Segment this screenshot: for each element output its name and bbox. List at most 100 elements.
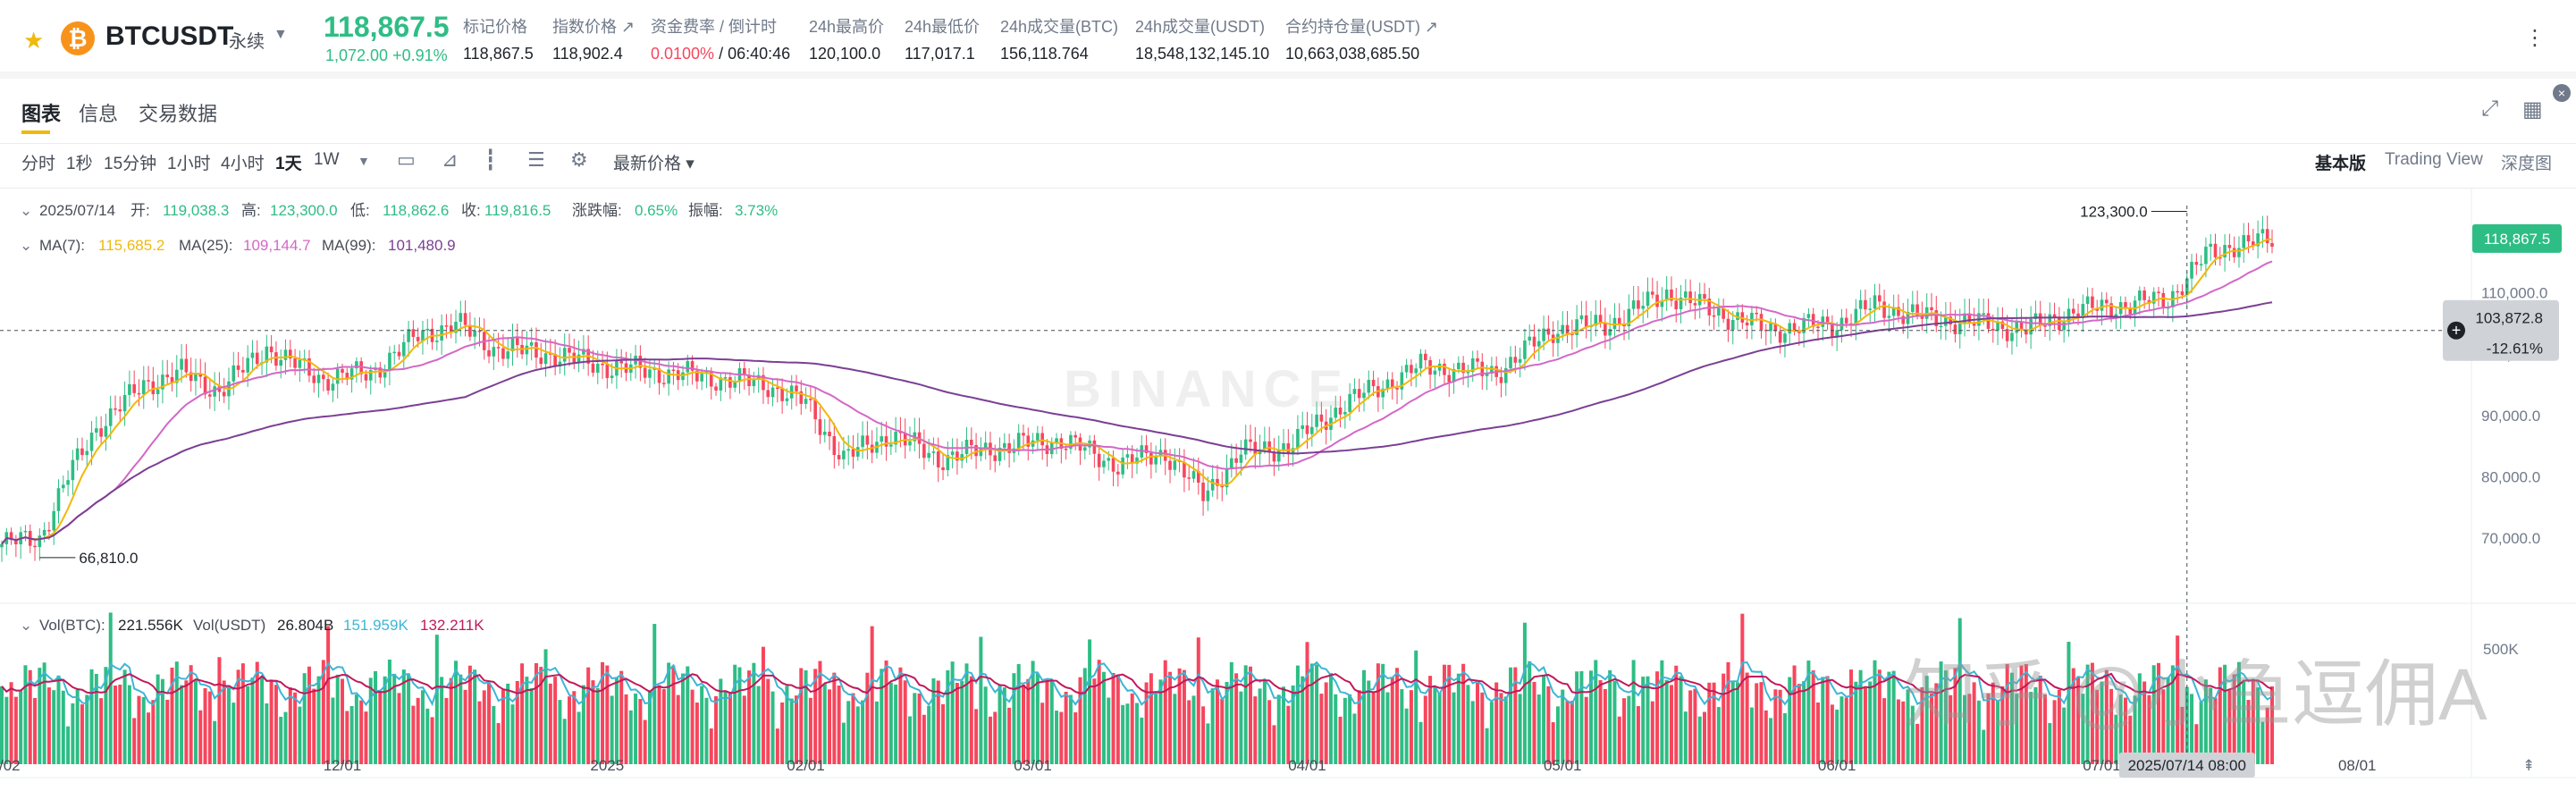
- candle-body: [1755, 312, 1759, 315]
- candle-body: [269, 346, 274, 353]
- more-options-icon[interactable]: ⋮: [2524, 26, 2547, 50]
- volume-bar: [160, 678, 164, 764]
- stat-label: 24h成交量(USDT): [1135, 18, 1266, 36]
- candle-body: [2071, 308, 2075, 314]
- volume-bar: [1494, 682, 1499, 764]
- volume-bar: [2019, 665, 2024, 764]
- candle-body: [288, 349, 292, 359]
- interval-1s[interactable]: 1秒: [66, 155, 93, 173]
- candle-body: [189, 372, 193, 382]
- volume-bar: [444, 697, 449, 764]
- volume-bar: [1390, 677, 1394, 764]
- close-icon[interactable]: ×: [2553, 84, 2571, 102]
- volume-bar: [1357, 690, 1361, 764]
- candle-body: [1986, 313, 1991, 329]
- volume-collapse-icon[interactable]: ⌄: [20, 617, 32, 634]
- volume-bar: [1485, 728, 1489, 764]
- interval-1h[interactable]: 1小时: [167, 155, 211, 173]
- volume-bar: [1858, 669, 1863, 764]
- candle-body: [1759, 314, 1764, 330]
- candle-body: [265, 346, 269, 363]
- indicators-icon[interactable]: ┇: [484, 148, 497, 171]
- symbol-name[interactable]: BTCUSDT: [105, 21, 234, 51]
- volume-bar: [1249, 666, 1252, 764]
- volume-bar: [1239, 691, 1243, 764]
- volume-bar: [1528, 661, 1532, 764]
- volume-bar: [756, 686, 761, 764]
- volume-bar: [1584, 696, 1588, 764]
- view-basic[interactable]: 基本版: [2315, 155, 2367, 173]
- candle-body: [1769, 323, 1772, 332]
- view-depth[interactable]: 深度图: [2501, 155, 2553, 173]
- volume-bar: [1542, 676, 1546, 764]
- volume-bar: [2057, 689, 2061, 764]
- interval-dropdown-icon[interactable]: ▼: [358, 154, 370, 168]
- candle-body: [894, 432, 897, 445]
- volume-bar: [1088, 639, 1092, 764]
- volume-bar: [2246, 700, 2251, 764]
- candle-body: [535, 341, 538, 358]
- candle-body: [184, 358, 189, 373]
- candle-body: [506, 351, 510, 359]
- price-type-dropdown[interactable]: 最新价格 ▾: [613, 155, 695, 173]
- candle-body: [742, 368, 746, 375]
- volume-bar: [2194, 724, 2199, 764]
- tab-info[interactable]: 信息: [79, 103, 119, 125]
- candle-body: [842, 450, 846, 459]
- candle-body: [2085, 296, 2090, 304]
- layout-grid-icon[interactable]: ▦: [2522, 97, 2543, 122]
- candlestick-chart[interactable]: 110,000.0100,000.090,000.080,000.070,000…: [0, 188, 2576, 791]
- interval-1w[interactable]: 1W: [314, 150, 340, 169]
- interval-15m[interactable]: 15分钟: [104, 155, 157, 173]
- candle-body: [1513, 357, 1518, 363]
- favorite-star-icon[interactable]: ★: [23, 27, 45, 54]
- candle-body: [832, 436, 837, 456]
- drawing-tool-icon[interactable]: ⊿: [442, 148, 459, 171]
- volume-bar: [2048, 722, 2052, 764]
- settings-gear-icon[interactable]: ⚙: [570, 148, 588, 171]
- tab-trade-data[interactable]: 交易数据: [139, 103, 218, 125]
- stat-label: 24h成交量(BTC): [1000, 18, 1119, 36]
- ma25-line: [1, 260, 2273, 545]
- volume-bar: [1891, 670, 1896, 764]
- candle-body: [307, 358, 311, 376]
- candle-body: [861, 435, 864, 448]
- candle-body: [2142, 290, 2146, 300]
- volume-bar: [2071, 668, 2075, 764]
- volume-bar: [1097, 660, 1101, 764]
- candle-body: [368, 369, 373, 381]
- volume-bar: [2123, 697, 2127, 764]
- expand-icon[interactable]: ⤢: [2481, 97, 2499, 121]
- candle-body: [1944, 316, 1948, 326]
- volume-bar: [38, 668, 42, 764]
- volume-bar: [1934, 683, 1939, 764]
- volume-bar: [156, 674, 160, 764]
- volume-bar: [723, 691, 728, 764]
- candle-body: [1296, 428, 1300, 449]
- interval-time[interactable]: 分时: [21, 155, 56, 173]
- volume-bar: [269, 680, 274, 764]
- volume-bar: [321, 660, 325, 764]
- stat-open-interest[interactable]: 合约持仓量(USDT) ↗ 10,663,038,685.50: [1285, 14, 1438, 63]
- volume-bar: [700, 686, 704, 764]
- calendar-icon[interactable]: ▭: [397, 148, 416, 171]
- candle-body: [2227, 245, 2232, 248]
- chart-style-icon[interactable]: ☰: [527, 148, 545, 171]
- ma-collapse-icon[interactable]: ⌄: [20, 237, 32, 254]
- tab-chart[interactable]: 图表: [21, 103, 62, 125]
- candle-body: [1726, 318, 1730, 331]
- stat-index-price[interactable]: 指数价格 ↗ 118,902.4: [552, 14, 635, 63]
- view-tradingview[interactable]: Trading View: [2385, 150, 2483, 169]
- interval-4h[interactable]: 4小时: [221, 155, 265, 173]
- candle-body: [851, 449, 855, 457]
- legend-collapse-icon[interactable]: ⌄: [20, 202, 32, 219]
- chevron-down-icon[interactable]: ▼: [274, 27, 288, 42]
- interval-1d[interactable]: 1天: [275, 155, 302, 173]
- volume-bar: [1456, 673, 1461, 764]
- stat-label: 24h最高价: [809, 18, 885, 36]
- volume-bar: [1324, 682, 1328, 764]
- volume-bar: [2166, 677, 2170, 764]
- volume-bar: [61, 690, 65, 764]
- add-alert-icon[interactable]: [2447, 321, 2465, 340]
- candle-body: [1717, 307, 1721, 316]
